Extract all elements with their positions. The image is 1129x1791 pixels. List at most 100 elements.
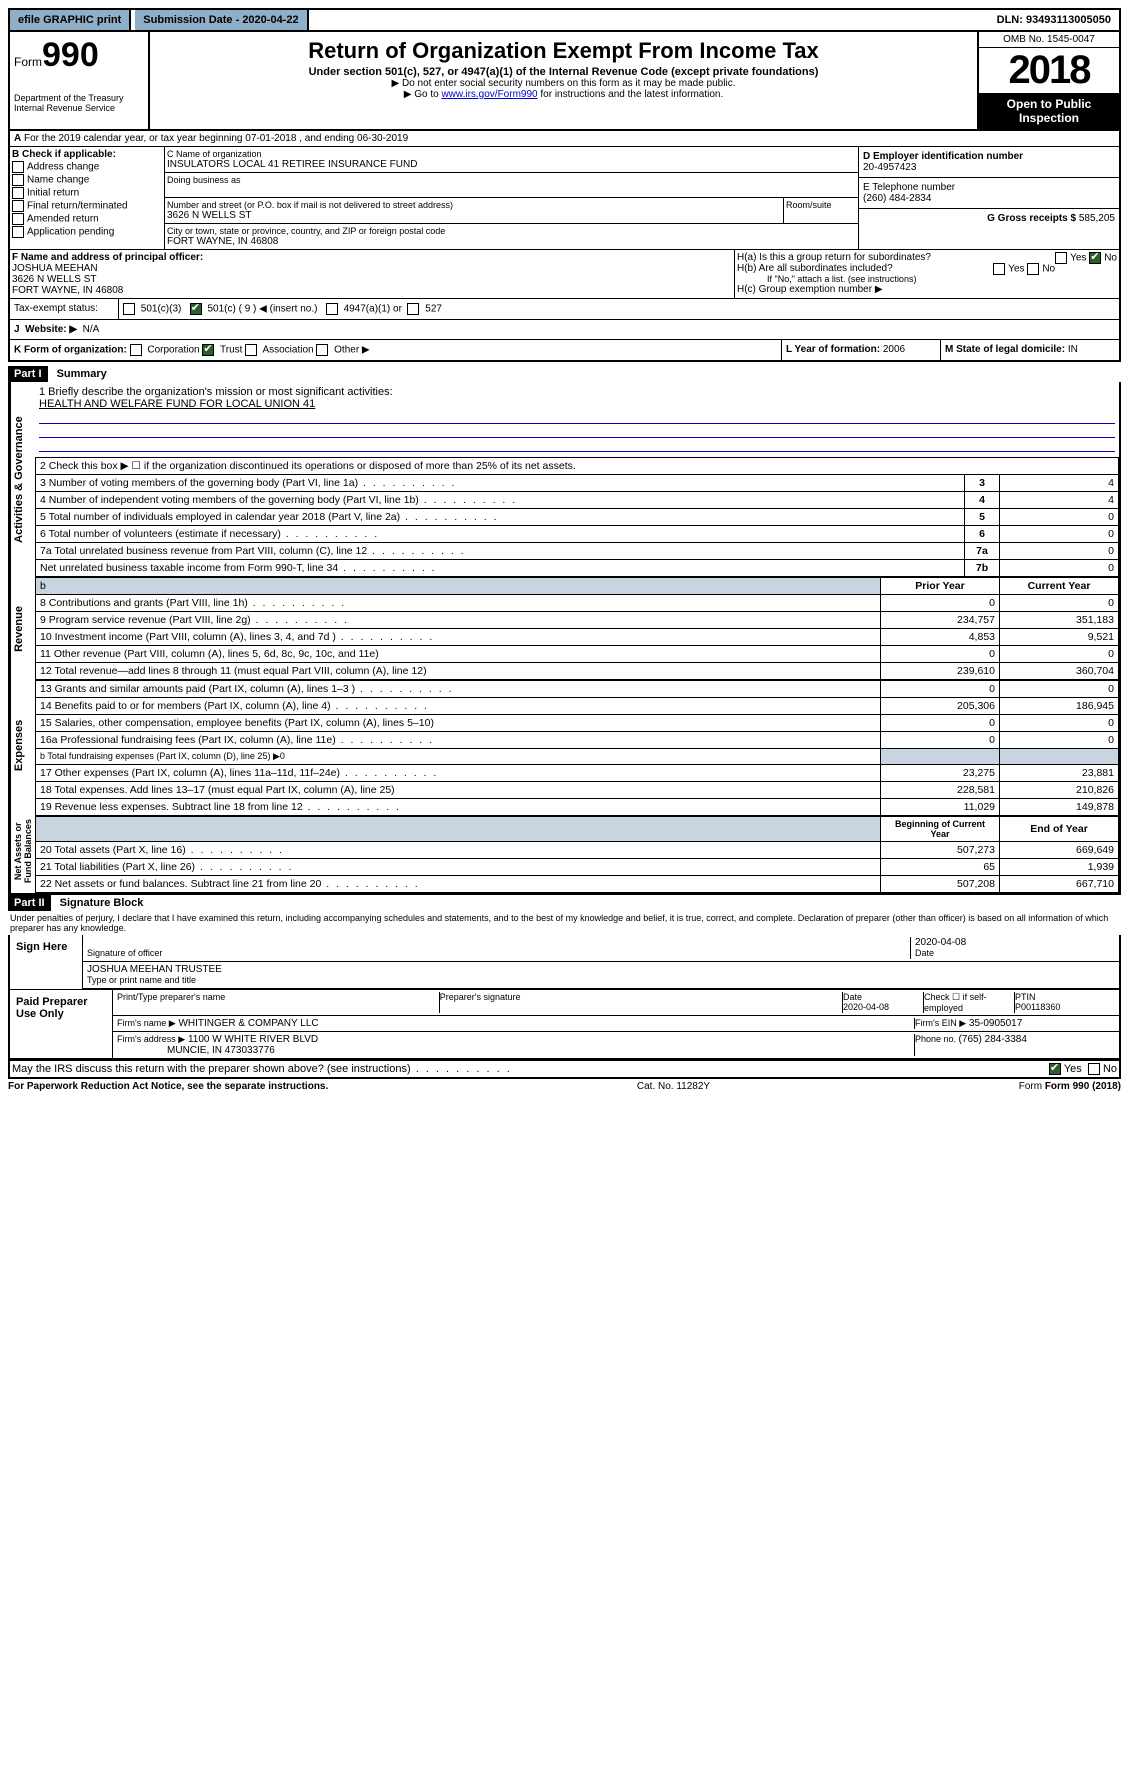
officer-print-name: JOSHUA MEEHAN TRUSTEE bbox=[87, 964, 222, 975]
dept-treasury: Department of the Treasury bbox=[14, 93, 144, 103]
group-ha: H(a) Is this a group return for subordin… bbox=[737, 252, 1117, 263]
state-m-value: IN bbox=[1068, 344, 1078, 355]
ptin-value: P00118360 bbox=[1015, 1002, 1060, 1012]
end-year-hdr: End of Year bbox=[1000, 817, 1119, 842]
chk-527[interactable] bbox=[407, 303, 419, 315]
discuss-question: May the IRS discuss this return with the… bbox=[12, 1063, 1049, 1075]
officer-name: JOSHUA MEEHAN bbox=[12, 263, 98, 274]
tel-value: (260) 484-2834 bbox=[863, 193, 931, 204]
ein-label: D Employer identification number bbox=[863, 151, 1023, 162]
addr-label: Number and street (or P.O. box if mail i… bbox=[167, 200, 781, 210]
line-6: 6 Total number of volunteers (estimate i… bbox=[36, 526, 965, 543]
line-7a: 7a Total unrelated business revenue from… bbox=[36, 543, 965, 560]
revenue-table: bPrior YearCurrent Year 8 Contributions … bbox=[35, 577, 1119, 680]
officer-addr1: 3626 N WELLS ST bbox=[12, 274, 96, 285]
val-3: 4 bbox=[1000, 475, 1119, 492]
chk-corp[interactable] bbox=[130, 344, 142, 356]
form-subtitle: Under section 501(c), 527, or 4947(a)(1)… bbox=[154, 66, 973, 78]
val-7b: 0 bbox=[1000, 560, 1119, 577]
part2-header: Part II bbox=[8, 895, 51, 911]
submission-date: Submission Date - 2020-04-22 bbox=[135, 10, 308, 30]
signature-block: Sign Here Signature of officer 2020-04-0… bbox=[8, 935, 1121, 1060]
tax-year: 2018 bbox=[979, 48, 1119, 93]
line-4: 4 Number of independent voting members o… bbox=[36, 492, 965, 509]
form-header: Form990 Department of the Treasury Inter… bbox=[8, 32, 1121, 131]
ssn-note: ▶ Do not enter social security numbers o… bbox=[154, 78, 973, 89]
line-13: 13 Grants and similar amounts paid (Part… bbox=[36, 681, 881, 698]
mission-q: 1 Briefly describe the organization's mi… bbox=[39, 386, 1115, 398]
omb-number: OMB No. 1545-0047 bbox=[979, 32, 1119, 48]
chk-501c3[interactable] bbox=[123, 303, 135, 315]
sig-date: 2020-04-08 bbox=[915, 937, 966, 948]
line-8: 8 Contributions and grants (Part VIII, l… bbox=[36, 595, 881, 612]
chk-4947[interactable] bbox=[326, 303, 338, 315]
line-12: 12 Total revenue—add lines 8 through 11 … bbox=[36, 663, 881, 680]
org-address: 3626 N WELLS ST bbox=[167, 210, 781, 221]
self-employed-check[interactable]: Check ☐ if self-employed bbox=[924, 992, 1015, 1013]
group-hc: H(c) Group exemption number ▶ bbox=[737, 284, 1117, 295]
year-l-label: L Year of formation: bbox=[786, 344, 883, 355]
chk-amended[interactable]: Amended return bbox=[12, 213, 162, 225]
org-name-label: C Name of organization bbox=[167, 149, 856, 159]
line-20: 20 Total assets (Part X, line 16) bbox=[36, 842, 881, 859]
chk-assoc[interactable] bbox=[245, 344, 257, 356]
governance-table: 2 Check this box ▶ ☐ if the organization… bbox=[35, 457, 1119, 577]
irs-link[interactable]: www.irs.gov/Form990 bbox=[441, 89, 537, 100]
pra-notice: For Paperwork Reduction Act Notice, see … bbox=[8, 1081, 328, 1092]
vert-governance: Activities & Governance bbox=[10, 382, 35, 578]
discuss-yes[interactable]: Yes bbox=[1049, 1063, 1082, 1075]
part1-header: Part I bbox=[8, 366, 48, 382]
vert-revenue: Revenue bbox=[10, 578, 35, 680]
officer-addr2: FORT WAYNE, IN 46808 bbox=[12, 285, 123, 296]
line-15: 15 Salaries, other compensation, employe… bbox=[36, 715, 881, 732]
org-city: FORT WAYNE, IN 46808 bbox=[167, 236, 856, 247]
entity-section: A For the 2019 calendar year, or tax yea… bbox=[8, 131, 1121, 362]
form-k-label: K Form of organization: bbox=[14, 345, 127, 356]
mission-text: HEALTH AND WELFARE FUND FOR LOCAL UNION … bbox=[39, 398, 1115, 410]
part1-title: Summary bbox=[57, 368, 107, 380]
chk-final[interactable]: Final return/terminated bbox=[12, 200, 162, 212]
year-l-value: 2006 bbox=[883, 344, 905, 355]
chk-501c[interactable] bbox=[190, 303, 202, 315]
line-9: 9 Program service revenue (Part VIII, li… bbox=[36, 612, 881, 629]
current-year-hdr: Current Year bbox=[1000, 578, 1119, 595]
paid-preparer-label: Paid Preparer Use Only bbox=[10, 990, 113, 1058]
officer-name-label: Type or print name and title bbox=[87, 975, 196, 985]
gross-label: G Gross receipts $ bbox=[987, 213, 1079, 224]
prep-name-label: Print/Type preparer's name bbox=[117, 992, 440, 1013]
dln: DLN: 93493113005050 bbox=[989, 10, 1119, 30]
form-footer: Form Form 990 (2018) bbox=[1019, 1081, 1121, 1092]
firm-phone: (765) 284-3384 bbox=[959, 1034, 1027, 1045]
line-19: 19 Revenue less expenses. Subtract line … bbox=[36, 799, 881, 816]
chk-initial[interactable]: Initial return bbox=[12, 187, 162, 199]
period-line: For the 2019 calendar year, or tax year … bbox=[24, 133, 408, 144]
state-m-label: M State of legal domicile: bbox=[945, 344, 1068, 355]
val-7a: 0 bbox=[1000, 543, 1119, 560]
room-label: Room/suite bbox=[784, 198, 858, 223]
org-name: INSULATORS LOCAL 41 RETIREE INSURANCE FU… bbox=[167, 159, 856, 170]
gross-value: 585,205 bbox=[1079, 213, 1115, 224]
chk-pending[interactable]: Application pending bbox=[12, 226, 162, 238]
sign-here-label: Sign Here bbox=[10, 935, 83, 989]
chk-other[interactable] bbox=[316, 344, 328, 356]
net-table: Beginning of Current YearEnd of Year 20 … bbox=[35, 816, 1119, 893]
efile-print-button[interactable]: efile GRAPHIC print bbox=[10, 10, 131, 30]
sig-date-label: Date bbox=[915, 948, 934, 958]
chk-trust[interactable] bbox=[202, 344, 214, 356]
vert-net: Net Assets orFund Balances bbox=[10, 810, 35, 893]
firm-addr2: MUNCIE, IN 473033776 bbox=[167, 1045, 275, 1056]
discuss-no[interactable]: No bbox=[1088, 1063, 1117, 1075]
perjury-text: Under penalties of perjury, I declare th… bbox=[8, 911, 1121, 935]
line-3: 3 Number of voting members of the govern… bbox=[36, 475, 965, 492]
line-2: 2 Check this box ▶ ☐ if the organization… bbox=[36, 458, 1119, 475]
line-16a: 16a Professional fundraising fees (Part … bbox=[36, 732, 881, 749]
website-value: N/A bbox=[83, 324, 100, 335]
val-4: 4 bbox=[1000, 492, 1119, 509]
chk-address[interactable]: Address change bbox=[12, 161, 162, 173]
line-14: 14 Benefits paid to or for members (Part… bbox=[36, 698, 881, 715]
sig-officer-label: Signature of officer bbox=[87, 948, 162, 958]
prior-year-hdr: Prior Year bbox=[881, 578, 1000, 595]
chk-name[interactable]: Name change bbox=[12, 174, 162, 186]
tax-status-label: Tax-exempt status: bbox=[10, 299, 119, 319]
goto-note: ▶ Go to www.irs.gov/Form990 for instruct… bbox=[154, 89, 973, 100]
